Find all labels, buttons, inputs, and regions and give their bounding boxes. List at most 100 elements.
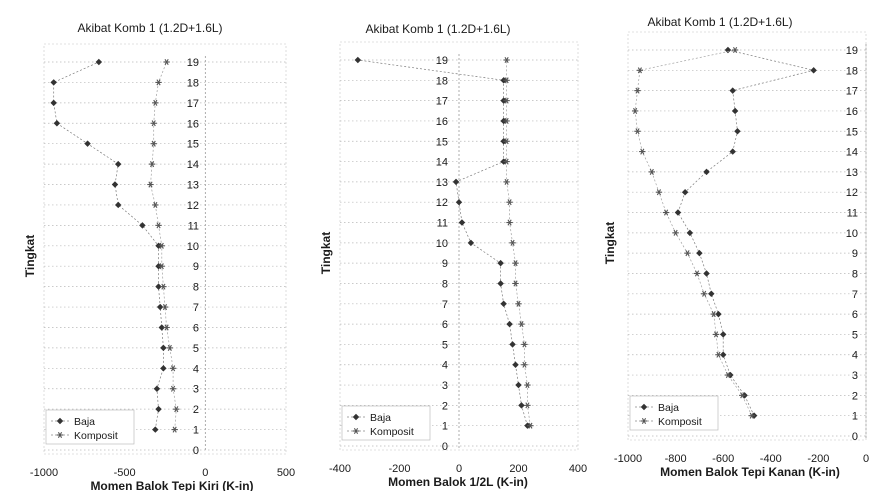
data-point-komposit <box>655 189 663 196</box>
data-point-baja <box>53 120 61 127</box>
data-point-baja <box>114 160 122 168</box>
data-point-komposit <box>152 99 159 106</box>
legend-label: Komposit <box>74 430 118 442</box>
data-point-komposit <box>662 209 670 216</box>
data-point-komposit <box>169 385 177 392</box>
x-tick-label: 500 <box>277 467 295 479</box>
y-tick-label: 5 <box>852 329 858 341</box>
data-point-komposit <box>503 97 510 104</box>
y-tick-label: 13 <box>187 180 199 192</box>
data-point-baja <box>729 87 736 94</box>
y-tick-label: 17 <box>846 86 858 98</box>
chart-title: Akibat Komb 1 (1.2D+1.6L) <box>647 15 792 29</box>
y-tick-label: 16 <box>436 116 448 128</box>
data-point-baja <box>696 249 703 257</box>
y-tick-label: 1 <box>442 421 448 433</box>
x-tick-label: 0 <box>202 467 208 479</box>
data-point-komposit <box>163 58 170 66</box>
legend-marker-komposit <box>352 427 360 435</box>
y-tick-label: 11 <box>437 218 448 230</box>
data-point-baja <box>715 310 722 318</box>
legend-label: Komposit <box>658 416 702 428</box>
y-tick-label: 13 <box>846 167 858 179</box>
data-point-baja <box>84 140 91 147</box>
data-point-komposit <box>712 331 720 338</box>
y-tick-label: 4 <box>852 350 858 362</box>
y-tick-label: 2 <box>852 390 858 402</box>
data-point-komposit <box>634 128 641 135</box>
data-point-komposit <box>503 56 510 64</box>
data-point-baja <box>703 168 710 176</box>
data-point-baja <box>515 381 522 389</box>
y-tick-label: 7 <box>442 299 448 311</box>
data-point-komposit <box>150 140 157 147</box>
data-point-baja <box>509 341 516 348</box>
data-point-komposit <box>155 79 162 86</box>
data-point-komposit <box>503 158 510 165</box>
data-point-baja <box>155 283 162 290</box>
x-tick-label: 0 <box>863 453 869 465</box>
y-tick-label: 10 <box>187 241 199 253</box>
y-tick-label: 18 <box>846 65 858 77</box>
data-point-komposit <box>521 341 528 348</box>
y-tick-label: 18 <box>187 77 199 89</box>
data-point-baja <box>155 262 162 270</box>
y-tick-label: 15 <box>436 136 448 148</box>
data-point-komposit <box>509 239 516 246</box>
x-tick-label: 200 <box>509 463 527 475</box>
y-tick-label: 8 <box>852 268 858 280</box>
data-point-komposit <box>648 168 655 175</box>
y-tick-label: 5 <box>193 343 199 355</box>
data-point-komposit <box>506 219 513 226</box>
data-point-baja <box>50 99 57 107</box>
data-point-komposit <box>161 304 169 311</box>
data-point-baja <box>160 365 167 372</box>
x-axis-label: Momen Balok Tepi Kanan (K-in) <box>660 465 840 479</box>
data-point-komposit <box>169 365 177 372</box>
data-point-baja <box>497 280 504 287</box>
data-point-baja <box>810 67 817 74</box>
y-tick-label: 1 <box>193 425 199 437</box>
data-point-baja <box>512 361 519 368</box>
data-point-baja <box>497 259 504 267</box>
y-tick-label: 8 <box>193 282 199 294</box>
data-point-komposit <box>524 402 531 409</box>
data-point-komposit <box>521 361 528 368</box>
legend: Baja Komposit <box>629 395 719 431</box>
data-point-baja <box>703 270 710 277</box>
y-tick-label: 6 <box>852 309 858 321</box>
data-point-komposit <box>503 138 510 145</box>
y-tick-label: 5 <box>442 339 448 351</box>
y-tick-label: 0 <box>193 445 199 457</box>
y-tick-label: 11 <box>847 208 858 220</box>
data-point-komposit <box>503 117 510 124</box>
legend-marker-komposit <box>640 417 648 425</box>
y-axis-label: Tingkat <box>319 232 333 274</box>
x-tick-label: -800 <box>665 453 687 465</box>
data-point-baja <box>708 290 715 298</box>
data-point-baja <box>500 300 507 308</box>
data-point-baja <box>734 128 741 135</box>
data-point-komposit <box>515 300 522 307</box>
y-tick-label: 7 <box>852 289 858 301</box>
y-axis-label: Tingkat <box>603 222 617 264</box>
data-point-baja <box>156 303 164 311</box>
y-tick-label: 16 <box>846 106 858 118</box>
y-tick-label: 4 <box>442 360 448 372</box>
data-point-baja <box>139 222 146 229</box>
data-point-baja <box>114 201 122 209</box>
legend-box <box>341 405 431 441</box>
y-tick-label: 0 <box>852 431 858 443</box>
x-tick-label: -200 <box>388 463 410 475</box>
legend-marker-baja <box>56 417 64 425</box>
data-point-komposit <box>503 77 510 84</box>
data-point-komposit <box>155 222 162 229</box>
y-tick-label: 9 <box>193 261 199 273</box>
data-point-baja <box>152 426 159 433</box>
y-tick-label: 13 <box>436 177 448 189</box>
data-point-komposit <box>693 270 701 277</box>
data-point-komposit <box>503 178 510 185</box>
plot-area <box>627 31 867 441</box>
x-tick-label: -400 <box>329 463 351 475</box>
